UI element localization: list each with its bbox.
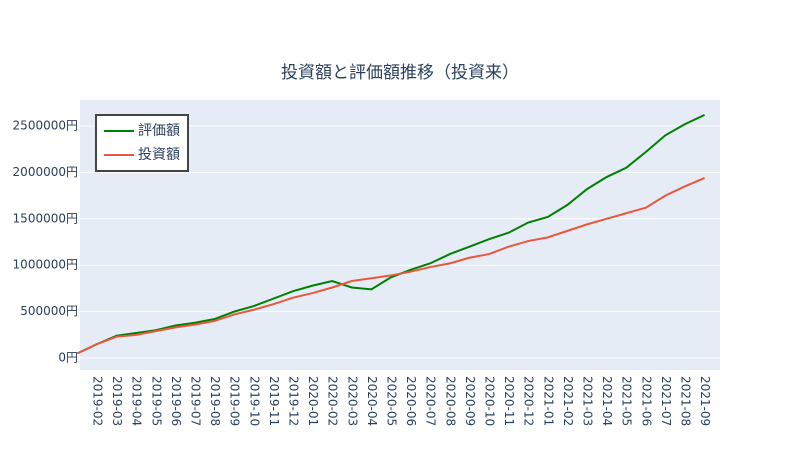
x-tick-label: 2019-07 bbox=[189, 376, 203, 426]
x-tick-label: 2019-02 bbox=[91, 376, 105, 426]
y-tick-label: 2500000円 bbox=[13, 118, 78, 132]
x-tick-label: 2021-04 bbox=[600, 376, 614, 426]
y-tick-label: 1500000円 bbox=[13, 211, 78, 225]
x-tick-label: 2019-05 bbox=[149, 376, 163, 426]
y-tick-label: 0円 bbox=[58, 351, 78, 365]
x-tick-label: 2021-03 bbox=[581, 376, 595, 426]
x-tick-label: 2020-01 bbox=[306, 376, 320, 426]
x-tick-label: 2019-06 bbox=[169, 376, 183, 426]
x-tick-label: 2021-09 bbox=[698, 376, 712, 426]
x-tick-label: 2021-02 bbox=[561, 376, 575, 426]
x-tick-label: 2019-12 bbox=[287, 376, 301, 426]
x-tick-label: 2020-07 bbox=[424, 376, 438, 426]
x-tick-label: 2020-10 bbox=[483, 376, 497, 426]
y-tick-label: 1000000円 bbox=[13, 258, 78, 272]
legend-label: 投資額 bbox=[138, 147, 180, 163]
chart-title: 投資額と評価額推移（投資来） bbox=[281, 63, 519, 83]
x-tick-label: 2019-04 bbox=[130, 376, 144, 426]
y-tick-label: 500000円 bbox=[20, 304, 78, 318]
line bbox=[76, 113, 706, 355]
line bbox=[76, 177, 705, 355]
x-tick-label: 2021-07 bbox=[659, 376, 673, 426]
x-tick-label: 2020-04 bbox=[365, 376, 379, 426]
x-tick-label: 2021-06 bbox=[639, 376, 653, 426]
x-tick-label: 2021-05 bbox=[620, 376, 634, 426]
x-tick-label: 2019-11 bbox=[267, 376, 281, 426]
y-tick-label: 2000000円 bbox=[13, 165, 78, 179]
x-tick-label: 2020-05 bbox=[385, 376, 399, 426]
x-tick-label: 2021-01 bbox=[541, 376, 555, 426]
legend-box bbox=[95, 114, 189, 172]
x-tick-label: 2021-08 bbox=[679, 376, 693, 426]
x-tick-label: 2019-10 bbox=[247, 376, 261, 426]
x-tick-label: 2020-11 bbox=[502, 376, 516, 426]
legend-label: 評価額 bbox=[138, 123, 180, 139]
x-tick-label: 2020-09 bbox=[463, 376, 477, 426]
x-tick-label: 2019-08 bbox=[208, 376, 222, 426]
x-tick-label: 2019-09 bbox=[228, 376, 242, 426]
x-tick-label: 2020-06 bbox=[404, 376, 418, 426]
x-tick-label: 2020-12 bbox=[522, 376, 536, 426]
x-tick-label: 2019-03 bbox=[110, 376, 124, 426]
x-tick-label: 2020-08 bbox=[443, 376, 457, 426]
x-tick-label: 2020-03 bbox=[345, 376, 359, 426]
x-tick-label: 2020-02 bbox=[326, 376, 340, 426]
